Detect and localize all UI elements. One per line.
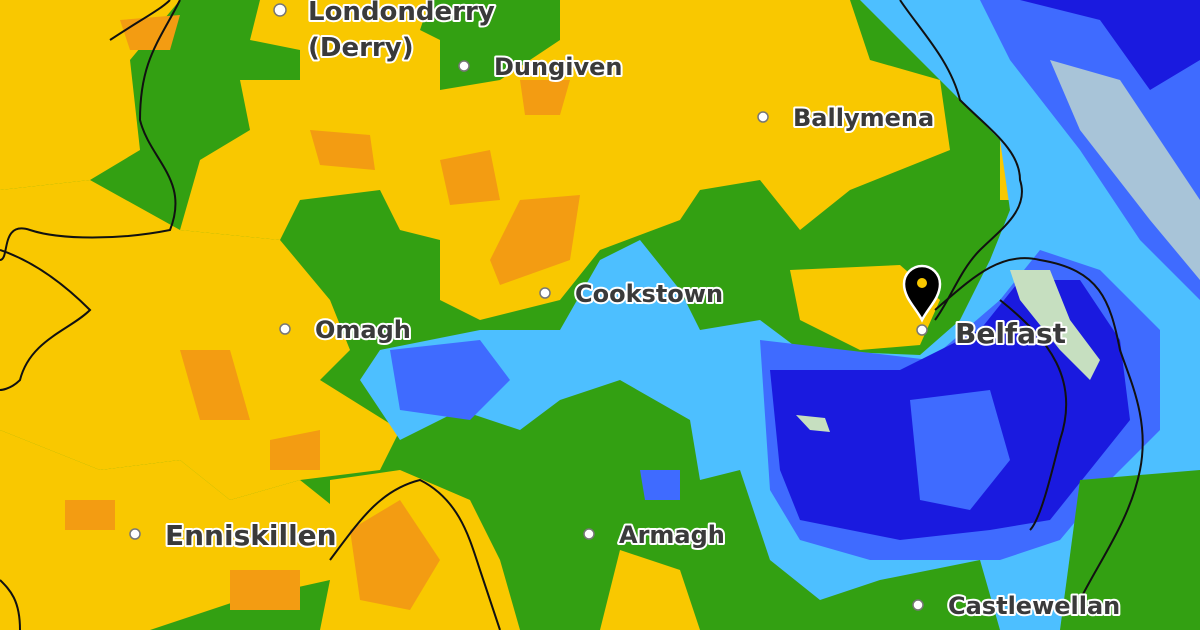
place-londonderry[interactable]: Londonderry (Derry) [273, 0, 497, 65]
rain-layer-moderate [65, 15, 580, 610]
rain-layer-sea [360, 0, 1200, 630]
place-label: Dungiven [494, 53, 623, 81]
place-enniskillen[interactable]: Enniskillen [129, 517, 339, 554]
place-dot [129, 528, 141, 540]
place-label-line2: (Derry) [308, 33, 414, 63]
place-cookstown[interactable]: Cookstown [539, 278, 725, 310]
place-omagh[interactable]: Omagh [279, 314, 413, 346]
place-castlewellan[interactable]: Castlewellan [912, 590, 1122, 622]
map-pin-icon[interactable] [902, 264, 942, 323]
place-dot [273, 3, 287, 17]
place-label: Armagh [619, 521, 725, 549]
place-label: Enniskillen [165, 519, 337, 552]
place-label: Omagh [315, 316, 411, 344]
place-dot [458, 60, 470, 72]
place-dungiven[interactable]: Dungiven [458, 51, 625, 83]
place-label: Belfast [955, 317, 1066, 350]
place-label: Cookstown [575, 280, 723, 308]
place-dot [583, 528, 595, 540]
place-belfast[interactable]: Belfast [916, 315, 1068, 352]
coastline [0, 0, 1144, 630]
place-dot [757, 111, 769, 123]
place-dot [539, 287, 551, 299]
place-dot [912, 599, 924, 611]
place-armagh[interactable]: Armagh [583, 519, 727, 551]
place-label: Ballymena [793, 104, 934, 132]
place-ballymena[interactable]: Ballymena [757, 102, 936, 134]
place-dot [916, 324, 928, 336]
place-label: Londonderry [308, 0, 495, 27]
place-dot [279, 323, 291, 335]
place-label: Castlewellan [948, 592, 1120, 620]
